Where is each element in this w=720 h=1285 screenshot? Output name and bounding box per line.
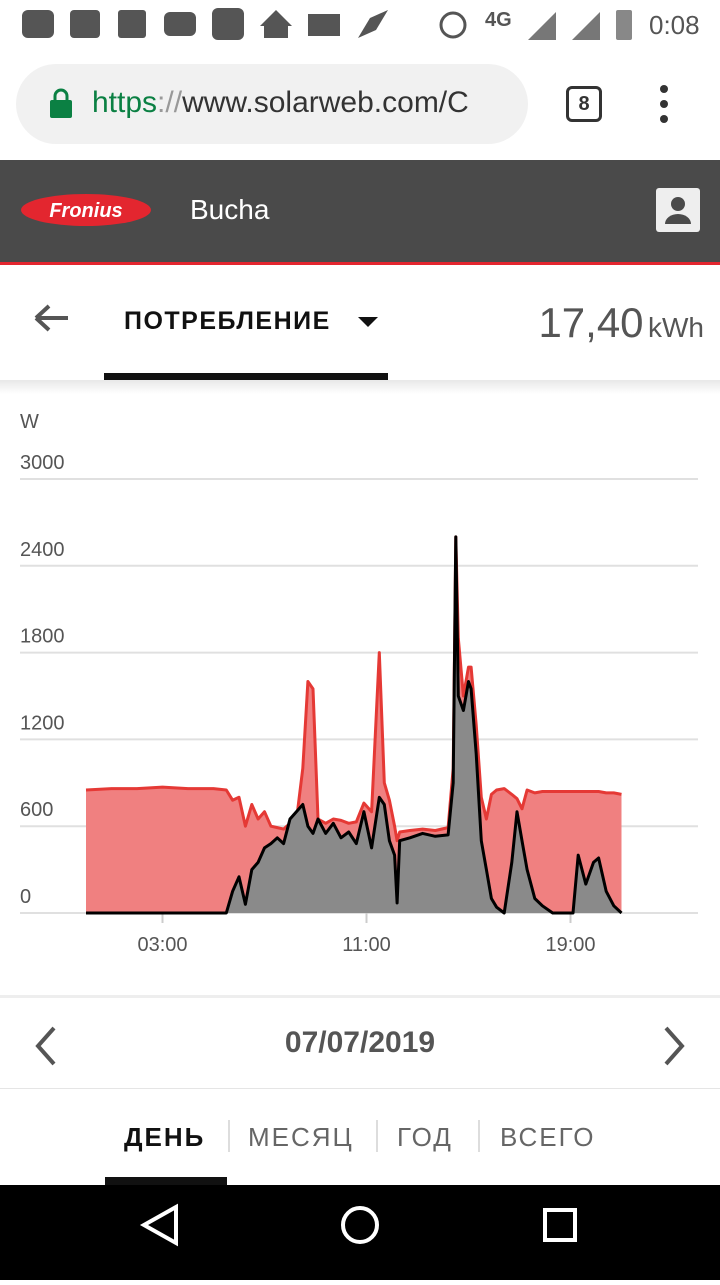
clock: 0:08: [649, 10, 700, 40]
icon: [22, 10, 54, 38]
icon: [308, 14, 340, 36]
period-tab[interactable]: МЕСЯЦ: [248, 1122, 354, 1152]
period-tab[interactable]: ДЕНЬ: [124, 1122, 206, 1152]
y-tick-label: 1800: [20, 626, 65, 648]
period-tab[interactable]: ГОД: [397, 1122, 453, 1152]
system-nav: [0, 1185, 720, 1280]
separator: [228, 1120, 230, 1152]
brand: Fronius: [49, 200, 122, 222]
signal: [572, 12, 600, 40]
x-tick-label: 11:00: [342, 934, 391, 956]
icon: [164, 12, 196, 36]
icon: [439, 11, 467, 39]
next-button[interactable]: [662, 1026, 686, 1066]
url-field[interactable]: [16, 64, 528, 144]
tab-selector[interactable]: ПОТРЕБЛЕНИЕ: [124, 307, 331, 335]
icon: [70, 10, 100, 38]
date-nav: 07/07/2019: [0, 995, 720, 1089]
status-icons: 4G 0:08: [22, 8, 700, 40]
period-tab[interactable]: ВСЕГО: [500, 1122, 596, 1152]
home-nav[interactable]: [341, 1206, 379, 1244]
x-tick-label: 19:00: [545, 934, 595, 956]
url[interactable]: https://www.solarweb.com/C: [92, 86, 469, 120]
nav-buttons: [139, 1203, 577, 1247]
total-unit: kWh: [648, 312, 704, 343]
status-bar: 4G 0:08: [0, 0, 720, 48]
tab-indicator: [104, 373, 388, 380]
icon: [260, 10, 292, 38]
y-tick-label: 600: [20, 799, 53, 821]
icon: [118, 10, 146, 38]
lock-icon: [50, 88, 72, 118]
x-tick-label: 03:00: [137, 934, 187, 956]
y-tick-label: 3000: [20, 452, 65, 474]
account-button[interactable]: [656, 188, 700, 232]
recents-nav[interactable]: [543, 1208, 577, 1242]
dropdown-arrow[interactable]: [356, 315, 380, 329]
y-tick-label: 2400: [20, 539, 65, 561]
app-header: Fronius Bucha: [0, 160, 720, 265]
tab-count[interactable]: 8: [566, 86, 602, 122]
total-value: 17,40: [538, 299, 644, 346]
back-nav[interactable]: [139, 1203, 178, 1247]
line: [85, 535, 622, 843]
prev-button[interactable]: [34, 1026, 58, 1066]
battery: [616, 10, 632, 40]
separator: [376, 1120, 378, 1152]
url-rest: www.solarweb.com/C: [182, 86, 469, 119]
logo[interactable]: Fronius: [20, 192, 152, 228]
toolbar: ПОТРЕБЛЕНИЕ 17,40 kWh: [0, 265, 720, 380]
site-name: Bucha: [190, 194, 270, 225]
network: 4G: [485, 9, 512, 31]
browser-bar: https://www.solarweb.com/C 8: [0, 48, 720, 160]
url-scheme: https: [92, 86, 158, 119]
menu-button[interactable]: [654, 84, 674, 124]
line: [86, 535, 623, 915]
back-button[interactable]: [34, 303, 70, 333]
y-axis-label: W: [20, 411, 39, 433]
tab-indicator: [105, 1177, 227, 1185]
icon: [212, 8, 244, 40]
separator: [478, 1120, 480, 1152]
y-tick-label: 1200: [20, 712, 65, 734]
total: 17,40 kWh: [538, 299, 704, 347]
icon: [358, 10, 388, 38]
period-tabs: ДЕНЬ МЕСЯЦ ГОД ВСЕГО: [0, 1086, 720, 1185]
y-tick-label: 0: [20, 886, 31, 908]
date: 07/07/2019: [284, 1026, 436, 1059]
shadow: [0, 380, 720, 394]
signal: [528, 12, 556, 40]
chart: W 0 600 1200 1800 2400 3000 03:00 11:00 19:00: [0, 380, 720, 956]
url-separator: ://: [157, 86, 183, 119]
